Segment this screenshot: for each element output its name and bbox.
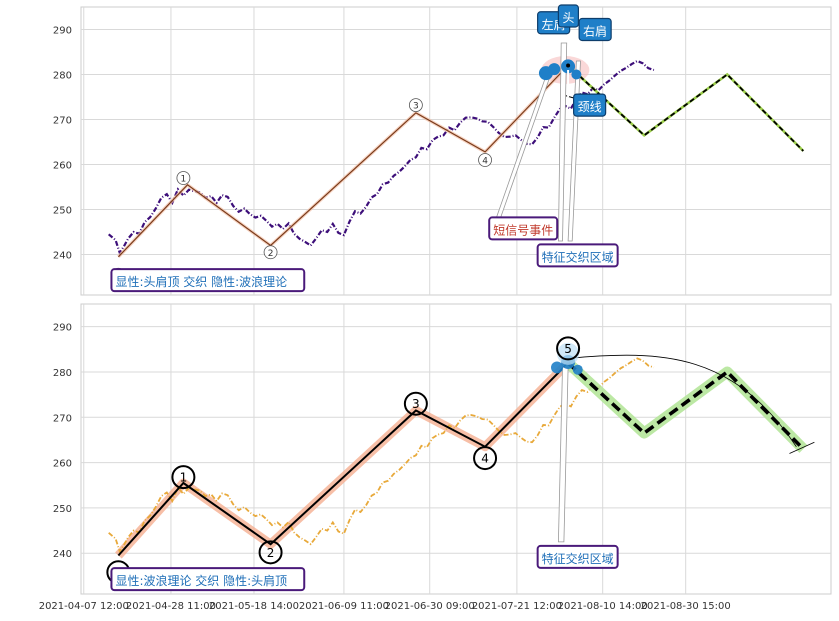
x-tick-label: 2021-04-07 12:00 bbox=[39, 601, 129, 612]
wave-label-marker bbox=[403, 391, 428, 416]
y-tick-label: 260 bbox=[53, 161, 72, 172]
x-tick-label: 2021-08-30 15:00 bbox=[641, 601, 731, 612]
y-tick-label: 270 bbox=[53, 116, 72, 127]
wave-label-text: 5 bbox=[564, 342, 572, 356]
annotation-event: 短信号事件 bbox=[493, 223, 553, 237]
wave-label-marker bbox=[263, 245, 278, 260]
wave-label-text: 4 bbox=[482, 157, 488, 167]
annotation-box bbox=[573, 93, 607, 117]
annotation-callout: 颈线 bbox=[578, 100, 602, 114]
annotation-box bbox=[110, 567, 306, 592]
y-tick-label: 250 bbox=[53, 206, 72, 217]
x-tick-label: 2021-06-30 09:00 bbox=[385, 601, 475, 612]
x-tick-label: 2021-06-09 11:00 bbox=[299, 601, 389, 612]
pattern-point-dot bbox=[566, 63, 571, 68]
wave-label-marker bbox=[473, 446, 498, 471]
wave-label-text: 2 bbox=[268, 249, 274, 259]
wave-label-text: 2 bbox=[267, 546, 275, 560]
y-tick-label: 290 bbox=[53, 323, 72, 334]
wave-label-text: 3 bbox=[412, 397, 420, 411]
annotation-box bbox=[557, 4, 579, 28]
annotation-box bbox=[488, 216, 559, 241]
annotation-zone: 特征交织区域 bbox=[542, 551, 614, 566]
wave-label-marker bbox=[176, 171, 191, 185]
annotation-box bbox=[536, 544, 619, 569]
wave-label-marker bbox=[478, 153, 492, 167]
wave-label-text: 1 bbox=[181, 175, 187, 185]
y-tick-label: 290 bbox=[53, 26, 72, 37]
wave-label-text: 4 bbox=[481, 452, 489, 466]
y-tick-label: 250 bbox=[53, 504, 72, 515]
plot-frame bbox=[80, 6, 832, 296]
wave-path-line bbox=[117, 362, 569, 557]
forecast-line bbox=[566, 361, 805, 451]
annotation-box bbox=[110, 268, 306, 293]
annotation-callout: 右肩 bbox=[583, 24, 607, 39]
pattern-point-marker bbox=[572, 364, 583, 375]
wave-label-marker bbox=[258, 540, 283, 565]
annotation-box bbox=[536, 243, 619, 268]
wave-label-marker bbox=[556, 336, 581, 361]
x-tick-label: 2021-04-28 11:00 bbox=[126, 601, 216, 612]
x-tick-label: 2021-08-10 14:00 bbox=[558, 601, 648, 612]
pattern-point-marker bbox=[548, 63, 561, 76]
wave-label-text: 3 bbox=[413, 102, 419, 112]
wave-label-marker bbox=[408, 98, 423, 112]
annotation-legend: 显性:头肩顶 交织 隐性:波浪理论 bbox=[115, 274, 287, 289]
annotation-box bbox=[578, 17, 612, 42]
annotation-zone: 特征交织区域 bbox=[542, 249, 614, 264]
x-tick-label: 2021-07-21 12:00 bbox=[472, 601, 562, 612]
projection-arc bbox=[568, 354, 797, 447]
chart-panel-top: 24025026027028029001234显性:头肩顶 交织 隐性:波浪理论… bbox=[53, 4, 832, 296]
y-tick-label: 280 bbox=[53, 71, 72, 82]
chart-panel-bottom: 2402502602702802900123452021-04-07 12:00… bbox=[39, 303, 832, 612]
x-tick-label: 2021-05-18 14:00 bbox=[209, 601, 299, 612]
pattern-point-marker bbox=[551, 361, 564, 374]
y-tick-label: 240 bbox=[53, 251, 72, 262]
wave-label-text: 1 bbox=[180, 471, 188, 485]
wave-label-marker bbox=[171, 465, 196, 490]
y-tick-label: 280 bbox=[53, 368, 72, 379]
plot-frame bbox=[80, 303, 832, 595]
y-tick-label: 270 bbox=[53, 413, 72, 424]
callout-leader bbox=[557, 42, 568, 242]
y-tick-label: 260 bbox=[53, 459, 72, 470]
arc-end-tick bbox=[789, 441, 815, 454]
pattern-point-marker bbox=[571, 69, 582, 80]
annotation-callout: 头 bbox=[562, 11, 574, 25]
y-tick-label: 240 bbox=[53, 549, 72, 560]
annotation-legend: 显性:波浪理论 交织 隐性:头肩顶 bbox=[115, 573, 287, 588]
wave-overlay-line bbox=[117, 65, 569, 258]
head-glow bbox=[557, 342, 580, 365]
